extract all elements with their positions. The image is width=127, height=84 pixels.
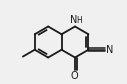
- Text: N: N: [106, 45, 113, 55]
- Text: H: H: [76, 16, 82, 25]
- Text: O: O: [70, 71, 78, 81]
- Text: N: N: [70, 15, 78, 25]
